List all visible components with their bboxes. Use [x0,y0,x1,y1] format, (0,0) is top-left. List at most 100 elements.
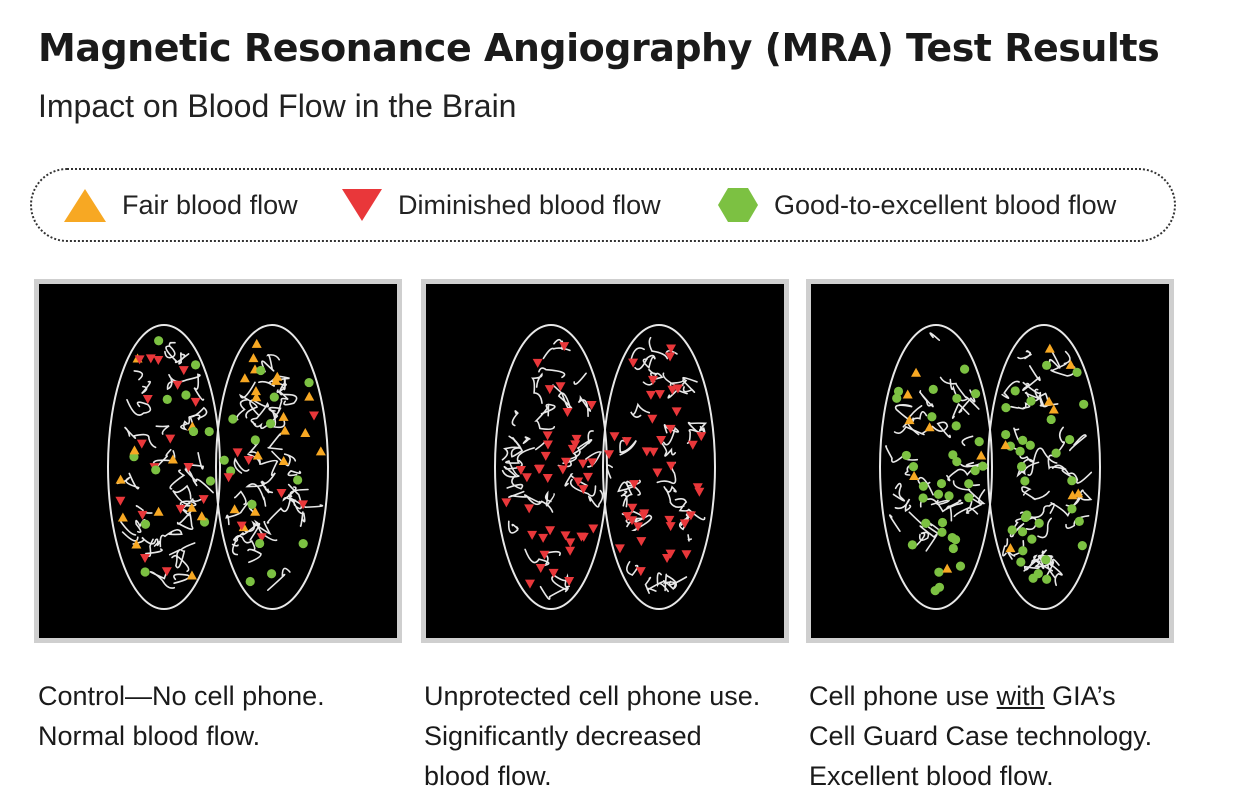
caption-control: Control—No cell phone. Normal blood flow… [38,676,410,756]
good-flow-marker [927,412,937,422]
diminished-flow-marker [115,496,126,506]
diminished-flow-marker [645,390,656,400]
good-flow-marker [1017,527,1028,537]
diminished-flow-marker [692,483,703,493]
fair-flow-marker [909,470,920,480]
diminished-flow-marker [161,567,172,577]
diminished-flow-marker [696,432,707,442]
diminished-flow-marker [636,537,647,547]
diminished-flow-marker [681,550,692,560]
diminished-flow-marker [175,504,186,514]
good-flow-marker [944,491,954,501]
good-flow-marker [269,392,279,402]
good-flow-marker [162,394,172,404]
diminished-flow-marker [565,538,576,548]
fair-flow-marker [117,512,128,522]
good-flow-marker [971,389,981,399]
caption-gia: Cell phone use with GIA’s Cell Guard Cas… [809,676,1181,796]
good-flow-marker [1001,429,1011,440]
good-flow-marker [1077,541,1087,551]
good-flow-marker [893,386,904,396]
diminished-flow-marker [647,375,658,385]
fair-flow-marker [300,427,311,437]
caption-line: blood flow. [424,761,552,791]
diminished-flow-marker [560,457,571,467]
diminished-flow-marker [172,380,183,390]
fair-flow-marker [1067,490,1078,500]
caption-text: GIA’s [1044,681,1116,711]
good-flow-marker [219,455,229,465]
good-flow-marker [1007,525,1017,535]
good-flow-marker [250,435,260,445]
diminished-flow-marker [198,495,209,505]
diminished-flow-marker [524,579,535,589]
diminished-flow-marker [671,407,682,417]
diminished-flow-marker [501,498,512,508]
vessel-network [107,324,329,610]
diminished-flow-marker [648,447,659,457]
good-flow-marker [1065,434,1075,445]
fair-flow-marker [186,570,197,580]
caption-line: Cell Guard Case technology. [809,721,1153,751]
diminished-flow-marker [582,472,593,482]
fair-flow-marker [976,450,987,460]
good-flow-marker [151,465,161,475]
good-flow-marker [1051,448,1061,458]
good-flow-marker [1028,573,1038,583]
diminished-flow-marker [142,395,153,405]
fair-flow-marker [304,391,315,401]
good-flow-marker [952,457,962,467]
good-flow-marker [950,534,961,545]
caption-unprotected: Unprotected cell phone use. Significantl… [424,676,796,796]
diminished-flow-marker [178,366,189,376]
good-flow-marker [154,336,164,346]
diminished-flow-marker [524,504,535,514]
good-flow-marker [1042,360,1052,370]
diminished-flow-marker [533,464,544,474]
good-flow-marker [918,493,928,503]
diminished-flow-marker [666,461,677,471]
brain-scan-control [34,279,402,643]
diminished-flow-marker [559,342,570,352]
fair-flow-marker [270,375,281,385]
good-flow-marker [1016,461,1027,472]
diminished-flow-marker [555,382,566,392]
fair-flow-marker [196,511,207,521]
diminished-flow-marker [622,512,633,522]
fair-flow-marker [279,425,290,435]
fair-flow-marker [1005,543,1016,553]
diminished-flow-marker [137,510,148,520]
fair-flow-marker [250,506,261,516]
legend-item-fair: Fair blood flow [62,170,298,240]
good-flow-marker [1010,386,1020,396]
good-flow-marker [265,419,276,429]
legend-label: Good-to-excellent blood flow [774,189,1117,220]
fair-flow-marker [229,504,240,514]
diminished-flow-marker [656,436,667,446]
good-flow-marker [1025,440,1035,450]
good-flow-marker [1067,504,1077,514]
fair-flow-marker [239,373,250,383]
caption-line: Normal blood flow. [38,721,261,751]
vessel-network [879,324,1101,610]
good-flow-marker [921,518,931,528]
good-flow-marker [140,519,151,529]
diminished-flow-marker [557,465,568,475]
good-flow-marker [1020,512,1031,523]
diminished-flow-marker [632,522,643,532]
diminished-flow-marker [564,576,575,586]
diminished-flow-marker [641,447,652,457]
fair-flow-marker [153,506,164,516]
diminished-flow-marker [578,532,589,542]
diminished-flow-marker [588,524,599,534]
diminished-flow-marker [560,531,571,541]
diminished-flow-marker [183,463,194,473]
diminished-flow-marker [665,424,676,434]
diminished-flow-marker [515,465,526,475]
good-flow-marker [964,479,974,489]
good-flow-marker [1001,403,1011,413]
fair-flow-marker [129,445,140,455]
good-flow-marker [1072,367,1082,377]
caption-line: Control—No cell phone. [38,681,325,711]
diminished-flow-marker [538,533,549,543]
